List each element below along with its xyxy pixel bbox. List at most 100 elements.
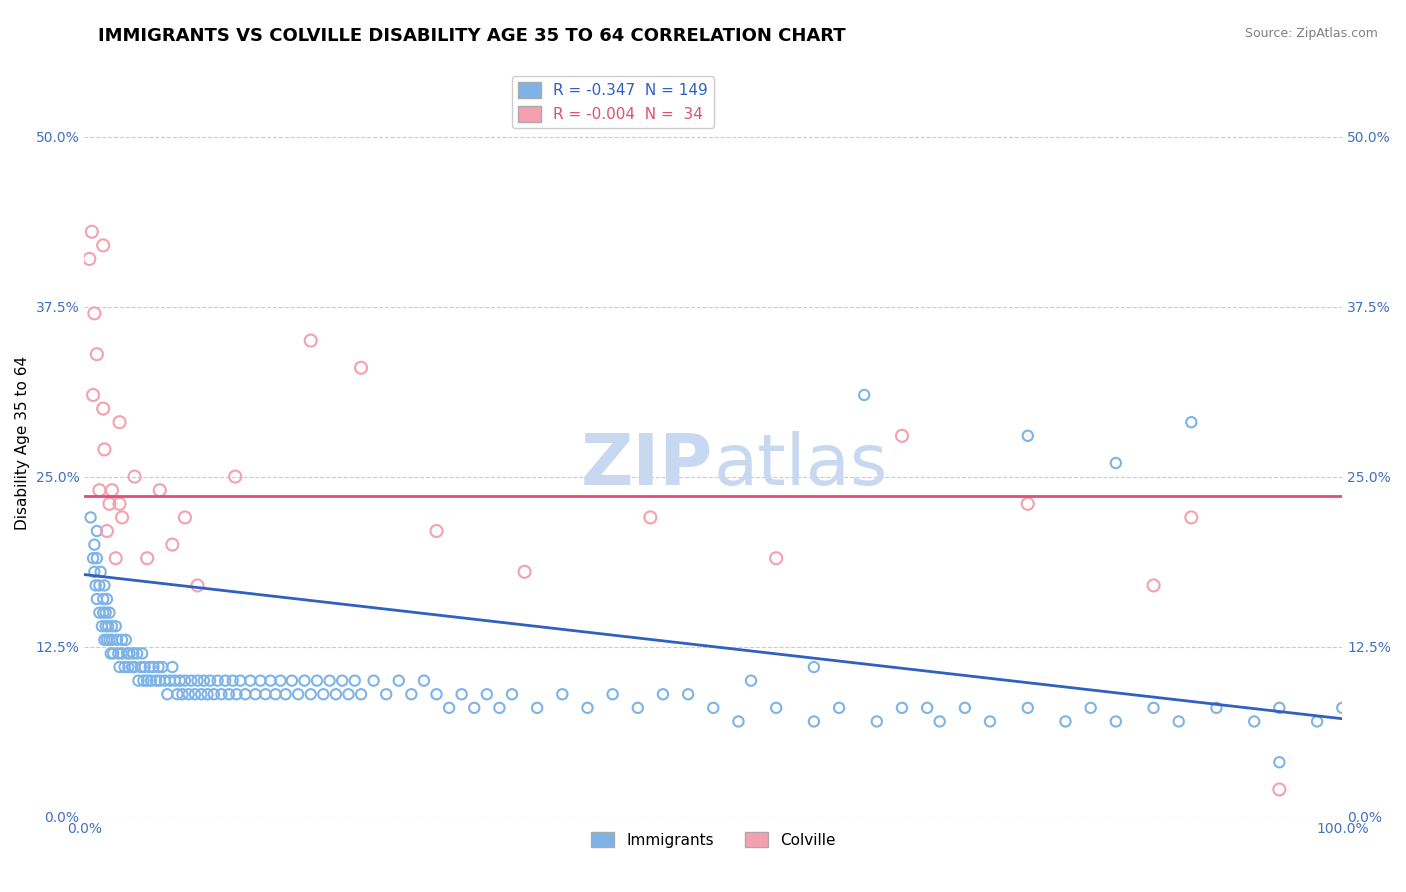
Point (425, 524, 447, 538)
Point (186, 673, 208, 688)
Point (94, 619, 117, 633)
Point (602, 687, 624, 701)
Point (218, 687, 240, 701)
Point (209, 687, 232, 701)
Point (891, 701, 914, 715)
Point (79, 252, 101, 266)
Point (193, 673, 215, 688)
Point (184, 687, 207, 701)
Legend: Immigrants, Colville: Immigrants, Colville (585, 826, 841, 854)
Point (90, 619, 112, 633)
Point (111, 510, 134, 524)
Point (93, 442, 115, 457)
Point (96, 632, 118, 647)
Text: atlas: atlas (713, 431, 887, 500)
Point (740, 673, 762, 688)
Point (702, 701, 724, 715)
Point (281, 673, 304, 688)
Point (103, 647, 125, 661)
Point (249, 673, 271, 688)
Point (1017, 497, 1039, 511)
Point (1268, 782, 1291, 797)
Point (117, 660, 139, 674)
Point (388, 673, 411, 688)
Point (1167, 714, 1189, 729)
Point (162, 660, 184, 674)
Point (501, 687, 523, 701)
Point (1243, 714, 1265, 729)
Point (122, 647, 145, 661)
Point (124, 660, 146, 674)
Point (222, 673, 245, 688)
Point (915, 701, 938, 715)
Point (233, 687, 256, 701)
Point (86, 551, 108, 566)
Point (145, 673, 167, 688)
Point (79, 510, 101, 524)
Point (138, 660, 160, 674)
Point (928, 714, 950, 729)
Y-axis label: Disability Age 35 to 64: Disability Age 35 to 64 (15, 356, 30, 530)
Point (551, 687, 574, 701)
Point (765, 701, 787, 715)
Point (363, 673, 385, 688)
Point (437, 701, 460, 715)
Point (1268, 756, 1291, 770)
Point (91, 238, 114, 252)
Point (488, 701, 510, 715)
Point (229, 673, 252, 688)
Point (169, 673, 191, 688)
Point (142, 660, 165, 674)
Point (94, 606, 117, 620)
Point (1080, 701, 1102, 715)
Point (450, 687, 472, 701)
Point (1017, 701, 1039, 715)
Point (979, 714, 1001, 729)
Point (86, 524, 108, 538)
Point (1142, 578, 1164, 592)
Point (207, 673, 229, 688)
Point (225, 687, 247, 701)
Point (134, 660, 156, 674)
Point (98, 606, 121, 620)
Point (853, 388, 876, 402)
Point (1331, 701, 1354, 715)
Point (96, 524, 118, 538)
Point (350, 360, 373, 375)
Point (425, 687, 447, 701)
Point (91, 401, 114, 416)
Text: IMMIGRANTS VS COLVILLE DISABILITY AGE 35 TO 64 CORRELATION CHART: IMMIGRANTS VS COLVILLE DISABILITY AGE 35… (98, 27, 846, 45)
Point (1180, 415, 1202, 429)
Point (765, 551, 787, 566)
Point (1268, 701, 1291, 715)
Point (101, 483, 124, 498)
Point (866, 714, 889, 729)
Point (1105, 714, 1128, 729)
Point (953, 701, 976, 715)
Point (287, 687, 309, 701)
Point (84, 578, 107, 592)
Point (148, 660, 170, 674)
Point (513, 565, 536, 579)
Point (153, 673, 176, 688)
Point (83, 306, 105, 320)
Point (108, 415, 131, 429)
Point (190, 687, 212, 701)
Point (91, 592, 114, 607)
Point (166, 687, 188, 701)
Point (89, 578, 111, 592)
Point (108, 660, 131, 674)
Point (83, 565, 105, 579)
Point (97, 619, 120, 633)
Point (1205, 701, 1227, 715)
Point (111, 647, 134, 661)
Point (115, 647, 138, 661)
Point (108, 497, 131, 511)
Point (139, 673, 162, 688)
Point (156, 687, 179, 701)
Point (121, 660, 143, 674)
Point (89, 606, 111, 620)
Point (259, 673, 281, 688)
Text: Source: ZipAtlas.com: Source: ZipAtlas.com (1244, 27, 1378, 40)
Point (131, 647, 153, 661)
